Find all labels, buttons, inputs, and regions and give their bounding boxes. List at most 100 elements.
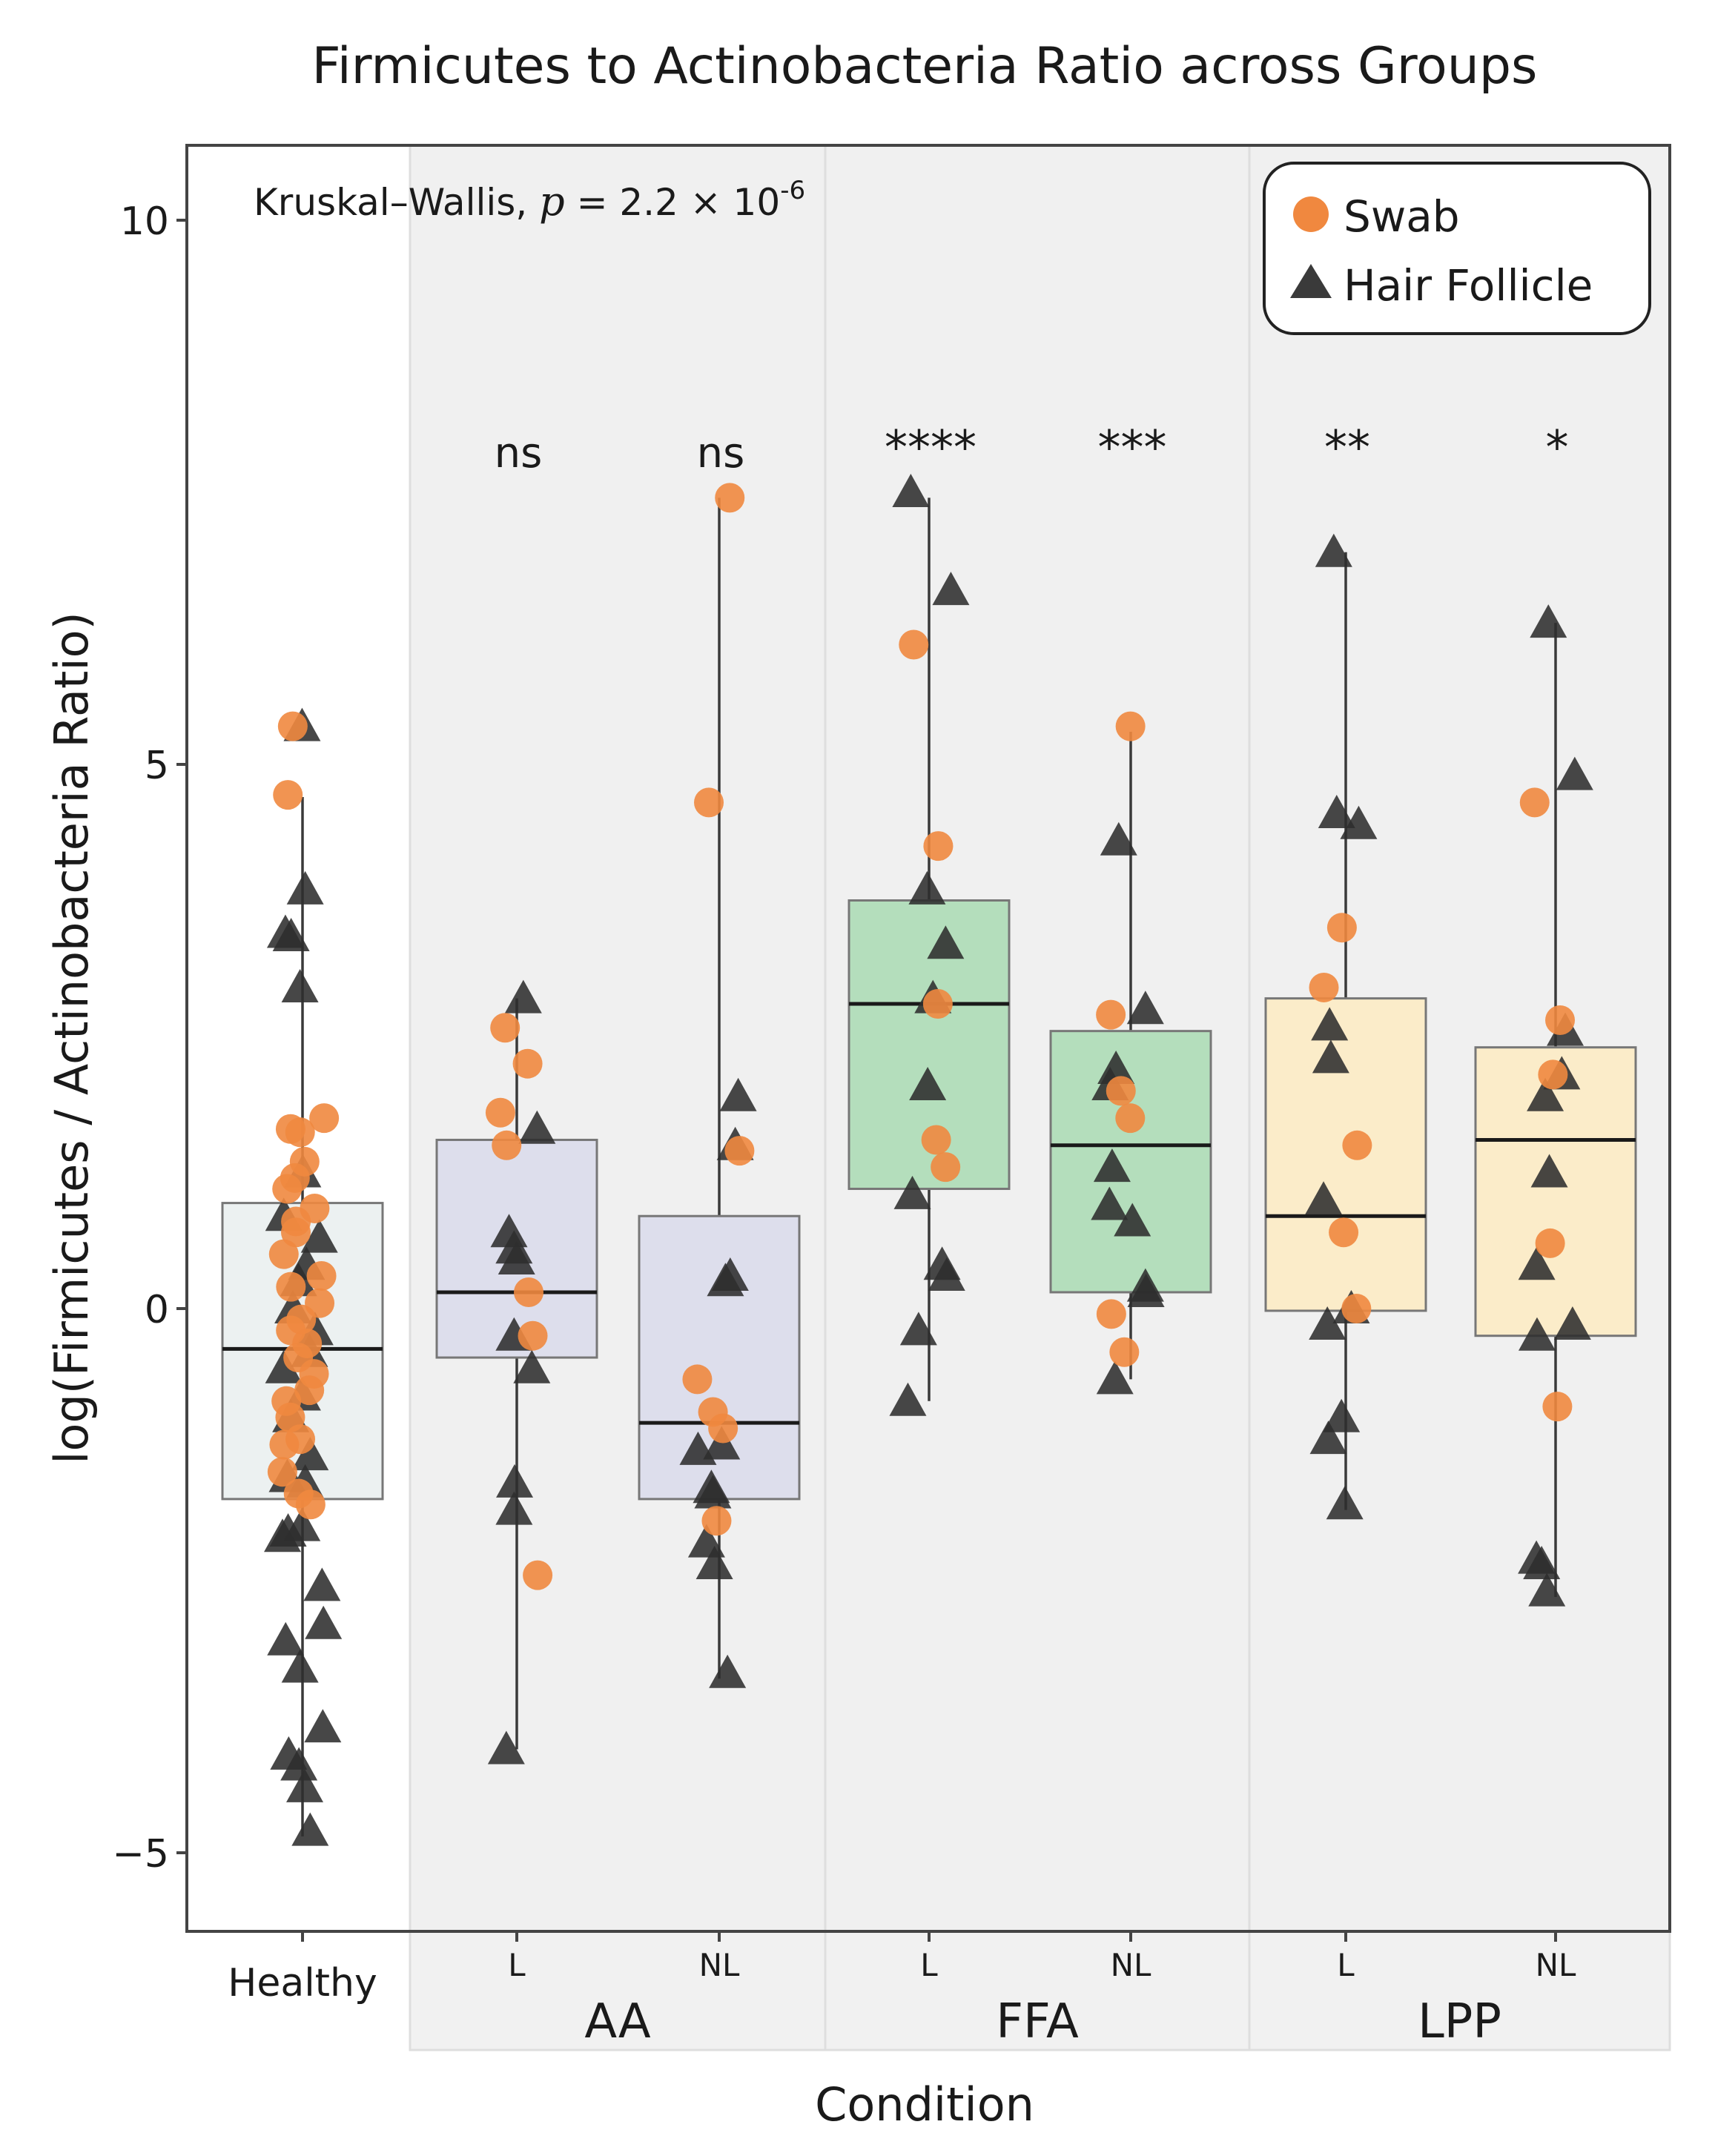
legend-swab-marker xyxy=(1293,196,1329,232)
swab-point xyxy=(724,1136,755,1166)
swab-point xyxy=(1519,787,1550,818)
hair-follicle-point xyxy=(1340,805,1378,839)
swab-point xyxy=(518,1320,548,1351)
swab-point xyxy=(682,1364,713,1395)
hair-follicle-point xyxy=(1530,1154,1568,1188)
swab-point xyxy=(1329,1217,1359,1248)
hair-follicle-point xyxy=(1323,1398,1361,1432)
hair-follicle-point xyxy=(1309,1306,1346,1340)
swab-point xyxy=(268,1239,299,1269)
hair-follicle-point xyxy=(291,1812,329,1846)
hair-follicle-point xyxy=(272,917,310,951)
hair-follicle-point xyxy=(281,968,319,1002)
swab-point xyxy=(1341,1294,1372,1323)
axes: AA FFA LPP −5 0 5 10 Healthy L NL L NL L NL xyxy=(112,199,1576,2049)
panel-label-ffa: FFA xyxy=(996,1994,1079,2049)
hair-follicle-point xyxy=(889,1382,927,1416)
swab-point xyxy=(267,1457,297,1487)
significance-label: ns xyxy=(697,429,745,477)
hair-follicle-point xyxy=(1093,1148,1131,1183)
swab-point xyxy=(275,1114,305,1144)
hair-follicle-point xyxy=(495,1491,533,1525)
hair-follicle-point xyxy=(1518,1317,1556,1351)
hair-follicle-point xyxy=(291,1437,329,1471)
swab-point xyxy=(701,1506,732,1536)
hair-follicle-point xyxy=(264,1518,302,1552)
swab-point xyxy=(309,1103,340,1134)
hair-follicle-point xyxy=(1530,604,1567,638)
swab-point xyxy=(1115,711,1146,741)
swab-point xyxy=(490,1013,521,1043)
hair-follicle-point xyxy=(899,1312,937,1346)
x-tick-label: L xyxy=(920,1947,938,1983)
hair-follicle-point xyxy=(679,1431,717,1465)
swab-point xyxy=(513,1277,543,1307)
data-marks: ns ns **** *** ** * xyxy=(221,420,1637,1846)
group-4-box xyxy=(1049,1030,1212,1294)
swab-point xyxy=(1538,1059,1568,1090)
annotation-exponent: -6 xyxy=(780,176,805,205)
significance-label: * xyxy=(1546,420,1569,474)
hair-follicle-point xyxy=(280,1747,318,1781)
swab-point xyxy=(1545,1005,1576,1035)
panel-strip-ffa xyxy=(824,1930,1251,2051)
hair-follicle-point xyxy=(1318,795,1355,829)
swab-point xyxy=(1096,1299,1126,1329)
y-axis-label: log(Firmicutes / Actinobacteria Ratio) xyxy=(44,612,99,1464)
hair-follicle-point xyxy=(1315,533,1352,567)
swab-point xyxy=(1115,1103,1146,1134)
panel-bg-aa xyxy=(409,144,827,1933)
swab-point xyxy=(523,1560,553,1590)
hair-follicle-point xyxy=(694,1475,732,1509)
hair-follicle-point xyxy=(1553,1306,1591,1340)
hair-follicle-point xyxy=(286,870,324,905)
panel-label-aa: AA xyxy=(584,1994,651,2049)
hair-follicle-point xyxy=(265,1349,303,1383)
hair-follicle-point xyxy=(932,572,970,606)
swab-point xyxy=(922,988,953,1019)
swab-point xyxy=(276,1272,306,1302)
hair-follicle-point xyxy=(1326,1486,1364,1520)
hair-follicle-point xyxy=(1556,756,1593,790)
hair-follicle-point xyxy=(303,1567,341,1601)
swab-point xyxy=(306,1260,337,1291)
swab-point xyxy=(715,483,745,513)
hair-follicle-point xyxy=(496,1464,534,1498)
swab-point xyxy=(492,1130,522,1160)
hair-follicle-point xyxy=(1311,1007,1349,1041)
swab-point xyxy=(272,1174,303,1204)
swab-point xyxy=(512,1048,543,1079)
legend-follicle-label: Hair Follicle xyxy=(1344,260,1593,311)
legend-swab-label: Swab xyxy=(1344,191,1460,242)
hair-follicle-point xyxy=(719,1077,757,1111)
x-tick-label: L xyxy=(1337,1947,1355,1983)
hair-follicle-point xyxy=(695,1545,733,1579)
hair-follicle-point xyxy=(487,1730,525,1765)
x-tick-label: NL xyxy=(1536,1947,1576,1983)
hair-follicle-point xyxy=(1126,991,1164,1025)
hair-follicle-point xyxy=(518,1110,556,1144)
swab-point xyxy=(931,1152,961,1183)
hair-follicle-point xyxy=(892,474,930,507)
legend: Swab Hair Follicle xyxy=(1263,162,1651,335)
swab-point xyxy=(1096,999,1126,1030)
swab-point xyxy=(1542,1392,1573,1422)
hair-follicle-point xyxy=(1523,1545,1561,1579)
hair-follicle-point xyxy=(707,1263,744,1297)
significance-label: *** xyxy=(1098,420,1167,474)
x-tick-label: NL xyxy=(1111,1947,1151,1983)
hair-follicle-point xyxy=(908,870,946,905)
significance-label: ns xyxy=(495,429,543,477)
hair-follicle-point xyxy=(893,1175,931,1209)
swab-point xyxy=(1309,972,1339,1002)
swab-point xyxy=(277,711,308,741)
hair-follicle-point xyxy=(286,1768,324,1802)
swab-point xyxy=(1109,1337,1140,1367)
swab-point xyxy=(694,787,724,818)
significance-label: **** xyxy=(885,420,977,474)
swab-point xyxy=(1326,913,1357,943)
hair-follicle-point xyxy=(1518,1246,1556,1280)
annotation-p-symbol: p xyxy=(539,178,565,225)
hair-follicle-point xyxy=(709,1654,747,1688)
swab-point xyxy=(899,629,929,660)
